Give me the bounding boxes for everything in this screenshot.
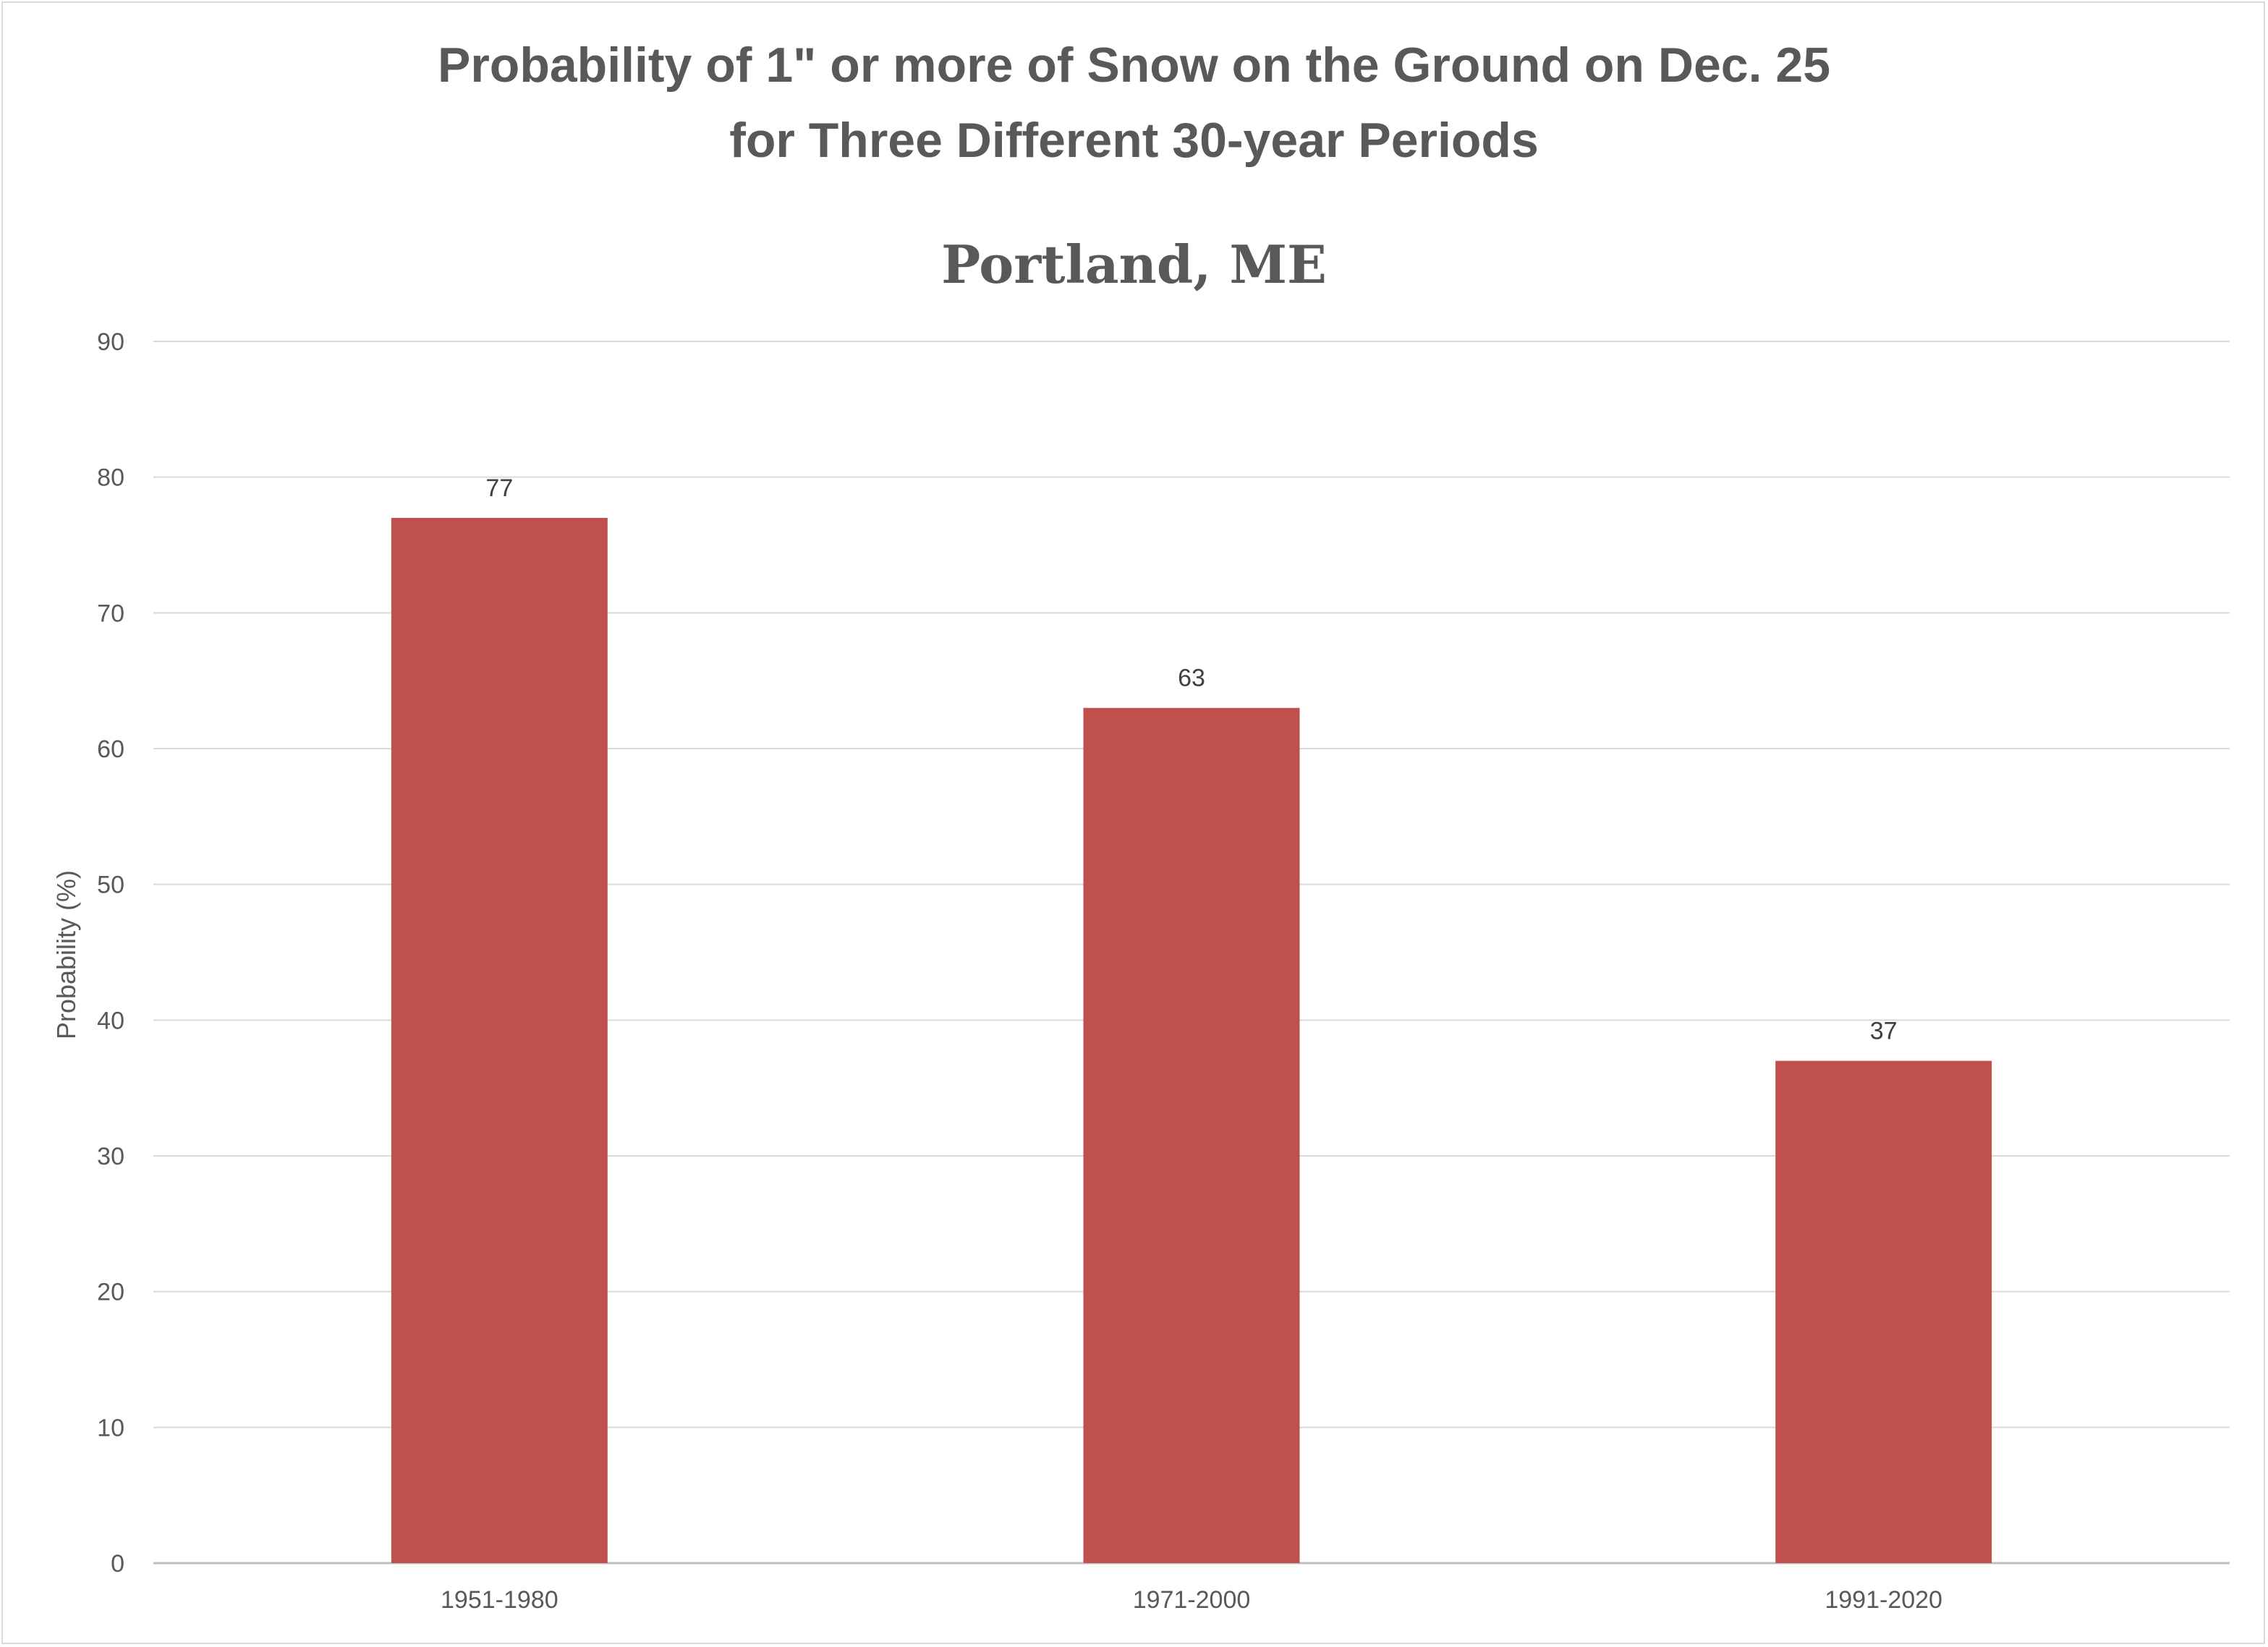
x-tick-label-1951-1980: 1951-1980 xyxy=(441,1586,558,1614)
bar-1991-2020 xyxy=(1775,1060,1992,1563)
y-tick-label-50: 50 xyxy=(97,872,124,899)
data-label-1951-1980: 77 xyxy=(485,474,513,502)
y-tick-label-30: 30 xyxy=(97,1143,124,1170)
y-axis-tick-labels: 0 10 20 30 40 50 60 70 80 90 xyxy=(97,328,124,1578)
y-tick-label-70: 70 xyxy=(97,600,124,627)
bar-1971-2000 xyxy=(1083,707,1300,1564)
y-axis-label: Probability (%) xyxy=(51,870,81,1039)
y-tick-label-10: 10 xyxy=(97,1414,124,1442)
y-tick-label-80: 80 xyxy=(97,464,124,492)
y-tick-label-0: 0 xyxy=(111,1550,124,1578)
y-tick-label-20: 20 xyxy=(97,1279,124,1306)
bar-1951-1980 xyxy=(391,517,608,1563)
x-tick-label-1971-2000: 1971-2000 xyxy=(1133,1586,1251,1614)
y-tick-label-40: 40 xyxy=(97,1007,124,1034)
chart-title-line2: for Three Different 30-year Periods xyxy=(729,113,1539,168)
data-label-1991-2020: 37 xyxy=(1870,1018,1898,1045)
chart-subtitle: Portland, ME xyxy=(941,234,1327,295)
data-labels: 77 63 37 xyxy=(485,474,1897,1045)
y-tick-label-90: 90 xyxy=(97,328,124,356)
data-label-1971-2000: 63 xyxy=(1178,665,1205,692)
y-tick-label-60: 60 xyxy=(97,736,124,763)
bars xyxy=(391,517,1992,1564)
x-axis-tick-labels: 1951-1980 1971-2000 1991-2020 xyxy=(441,1586,1942,1614)
chart-title: Probability of 1" or more of Snow on the… xyxy=(437,38,1831,93)
x-tick-label-1991-2020: 1991-2020 xyxy=(1825,1586,1942,1614)
